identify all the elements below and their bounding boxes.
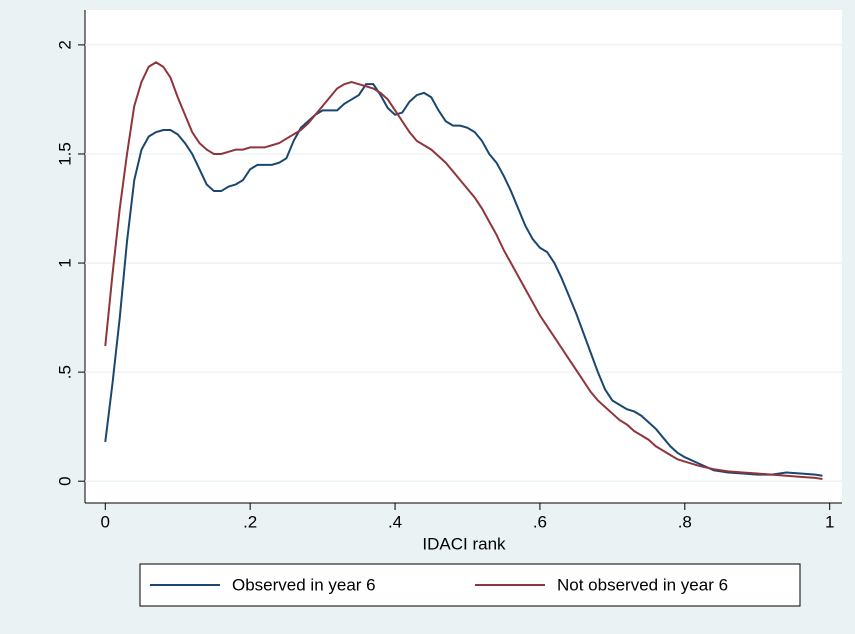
legend-label: Not observed in year 6 xyxy=(557,575,728,594)
y-tick-label: 1.5 xyxy=(55,142,74,166)
x-tick-label: 0 xyxy=(101,512,110,531)
x-tick-label: .2 xyxy=(243,512,257,531)
legend xyxy=(139,563,801,607)
x-tick-label: 1 xyxy=(825,512,834,531)
x-tick-label: .4 xyxy=(388,512,402,531)
line-series xyxy=(104,61,823,480)
x-tick-label: .8 xyxy=(678,512,692,531)
plot-area xyxy=(85,10,842,503)
y-tick-label: .5 xyxy=(55,365,74,379)
x-tick-label: .6 xyxy=(533,512,547,531)
line-series xyxy=(104,83,823,477)
y-tick-label: 0 xyxy=(55,476,74,485)
y-tick-label: 1 xyxy=(55,258,74,267)
x-axis-title: IDACI rank xyxy=(422,534,506,553)
legend-label: Observed in year 6 xyxy=(232,575,376,594)
y-tick-label: 2 xyxy=(55,40,74,49)
